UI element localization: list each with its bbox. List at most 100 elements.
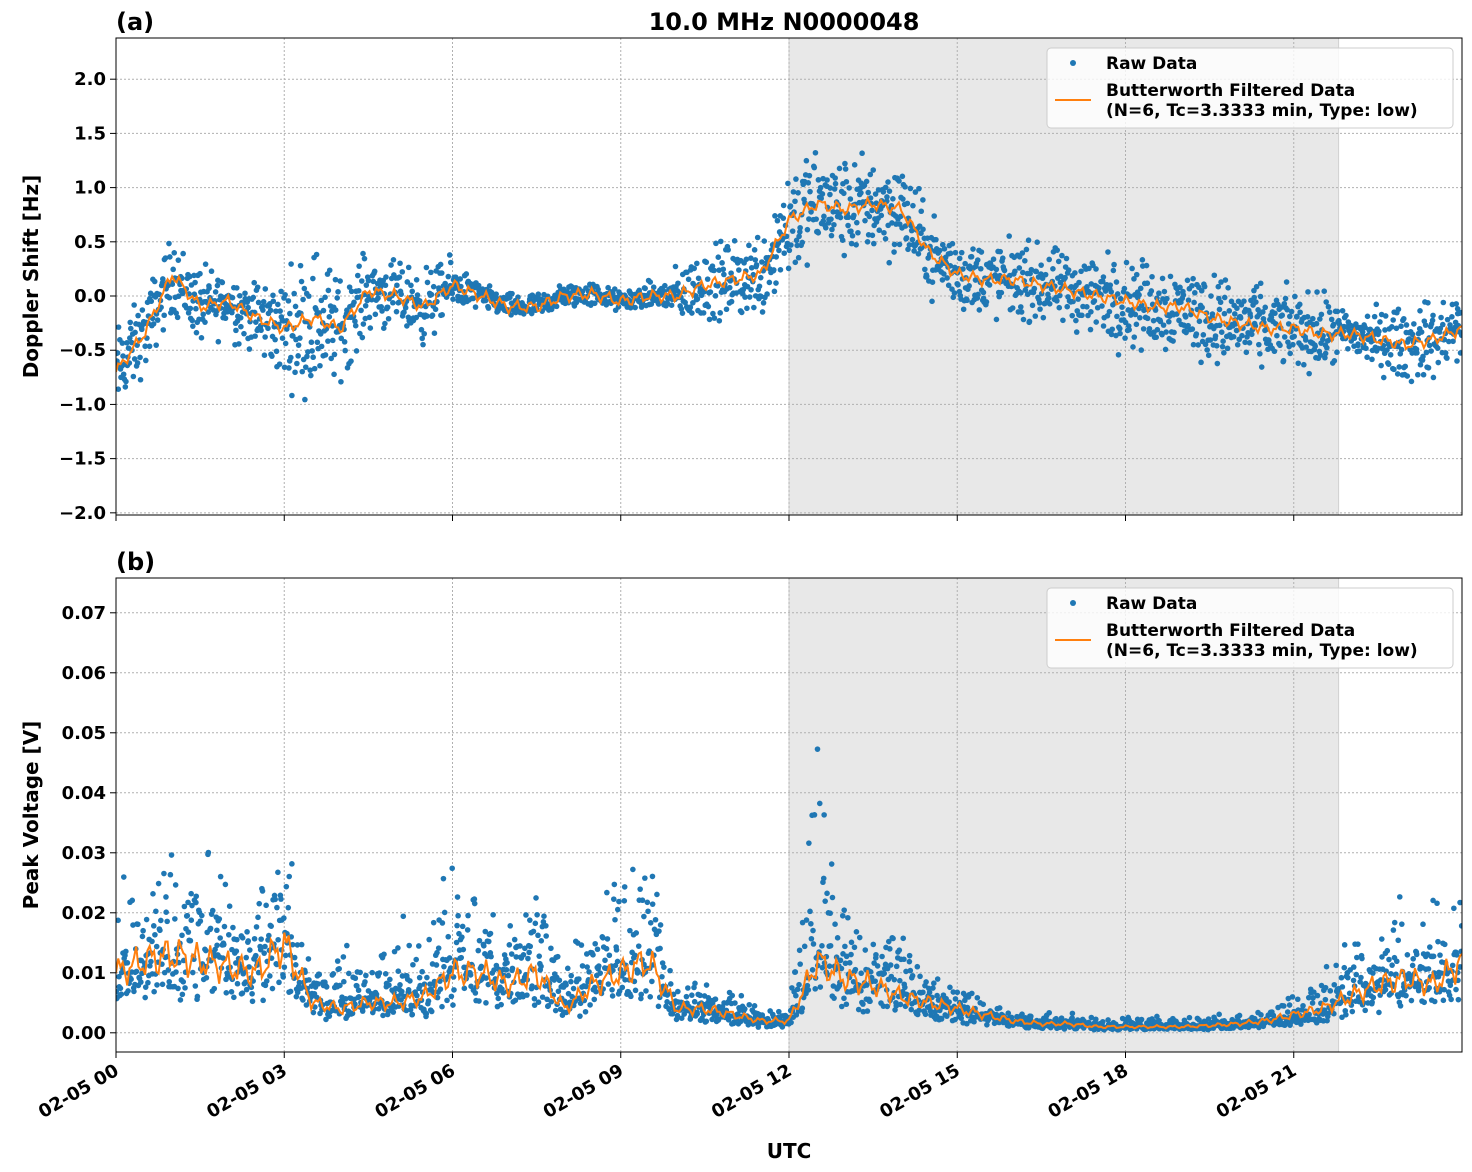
raw-point [527,917,533,923]
raw-point [761,238,768,244]
raw-point [609,987,615,993]
raw-point [803,157,810,164]
raw-point [252,333,258,339]
raw-point [1036,300,1043,306]
raw-point [533,895,539,901]
raw-point [267,973,273,979]
raw-point [229,309,235,316]
raw-point [582,1008,589,1015]
raw-point [1063,255,1070,262]
filtered-data-line [116,195,1462,373]
raw-point [920,226,926,233]
raw-point [586,969,592,975]
raw-point [827,185,834,191]
raw-point [237,292,243,299]
raw-point [1290,341,1296,348]
raw-point [1075,296,1081,302]
raw-point [1099,278,1106,285]
raw-point [306,293,312,299]
raw-point [1248,331,1255,338]
raw-point [649,901,656,907]
raw-point [302,364,309,370]
raw-point [906,958,913,965]
raw-point [524,992,530,998]
raw-point [576,976,582,982]
raw-point [993,266,1000,273]
raw-point [475,947,482,954]
raw-point [635,968,641,975]
raw-point [1094,304,1101,311]
raw-point [192,279,198,286]
raw-point [167,871,174,878]
raw-point [1177,284,1183,291]
raw-point [815,177,822,183]
raw-point [132,329,138,336]
raw-point [602,957,608,964]
x-tick-label: 02-05 21 [1213,1060,1300,1123]
raw-point [1457,350,1462,356]
raw-point [262,943,268,950]
raw-point [360,321,367,327]
raw-point [597,970,604,976]
raw-point [171,250,178,256]
raw-point [723,306,730,313]
raw-point [706,316,713,323]
raw-point [806,172,813,179]
raw-point [1382,986,1389,993]
raw-point [1078,268,1084,275]
raw-point [610,896,617,902]
raw-point [1457,309,1462,316]
raw-point [282,952,289,959]
raw-point [869,207,875,214]
raw-point [896,947,903,953]
raw-point [799,1005,806,1012]
raw-point [824,890,830,897]
raw-point [652,916,659,923]
raw-point [870,167,877,173]
raw-point [419,335,426,342]
raw-point [929,279,936,286]
raw-point [748,255,754,261]
raw-point [664,299,670,306]
raw-point [1236,1012,1243,1019]
raw-point [1239,332,1245,339]
raw-point [1322,996,1329,1003]
legend-raw-label: Raw Data [1106,594,1197,614]
raw-point [1200,332,1207,338]
raw-point [1395,306,1402,313]
raw-point [1252,323,1259,329]
raw-point [587,1002,593,1008]
raw-point [936,247,943,254]
x-tick-label: 02-05 15 [876,1060,963,1123]
raw-point [662,282,668,289]
raw-point [131,302,137,308]
legend-filtered-params: (N=6, Tc=3.3333 min, Type: low) [1106,101,1418,121]
raw-point [907,185,914,192]
raw-point [335,289,341,295]
raw-point [249,998,256,1005]
raw-point [1012,268,1018,275]
raw-point [859,150,865,157]
raw-point [667,981,674,987]
raw-point [517,943,523,949]
raw-point [259,303,266,309]
raw-point [1259,309,1266,315]
raw-point [712,293,719,299]
y-tick-label: −1.5 [59,449,106,470]
raw-point [223,301,230,308]
raw-point [805,987,812,993]
panel-label: (a) [116,8,154,36]
raw-point [641,913,647,920]
raw-point [931,213,937,219]
raw-point [711,267,717,274]
raw-point [234,936,240,943]
raw-point [1001,267,1008,274]
raw-point [414,992,420,999]
raw-point [757,274,764,281]
raw-point [788,1019,794,1026]
raw-point [197,270,203,277]
raw-point [164,918,170,925]
raw-point [916,185,922,192]
raw-point [302,396,308,403]
raw-point [656,928,662,934]
